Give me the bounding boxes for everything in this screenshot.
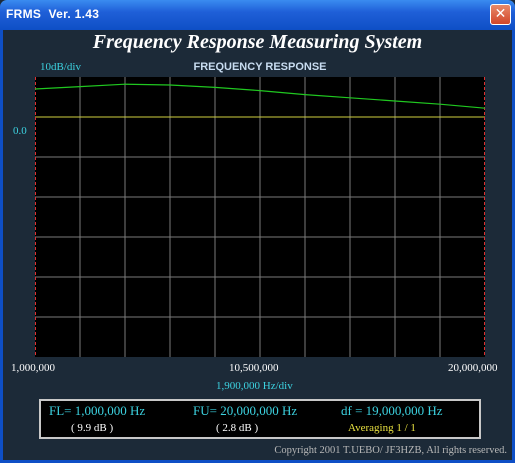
window-frame-right (512, 30, 515, 463)
window-title: FRMS Ver. 1.43 (6, 7, 100, 21)
window-frame-left (0, 30, 3, 463)
measurement-info-panel: FL= 1,000,000 Hz FU= 20,000,000 Hz df = … (39, 399, 481, 439)
upper-frequency: FU= 20,000,000 Hz (193, 403, 298, 418)
zero-db-label: 0.0 (13, 125, 27, 137)
response-plot-svg (35, 77, 485, 357)
response-trace (35, 83, 485, 109)
averaging-status: Averaging 1 / 1 (348, 422, 416, 434)
x-scale-label: 1,900,000 Hz/div (216, 380, 293, 392)
close-button[interactable]: ✕ (490, 4, 511, 25)
x-end-label: 20,000,000 (448, 362, 498, 374)
lower-frequency-level: ( 9.9 dB ) (71, 422, 114, 434)
title-bar[interactable]: FRMS Ver. 1.43 ✕ (0, 0, 515, 30)
window-frame-bottom (0, 460, 515, 463)
close-icon: ✕ (494, 6, 507, 22)
upper-frequency-level: ( 2.8 dB ) (216, 422, 259, 434)
y-scale-label: 10dB/div (40, 61, 81, 73)
frequency-span: df = 19,000,000 Hz (341, 403, 443, 418)
copyright-notice: Copyright 2001 T.UEBO/ JF3HZB, All right… (274, 445, 507, 456)
response-plot (35, 77, 485, 357)
plot-title: FREQUENCY RESPONSE (193, 61, 327, 73)
app-heading: Frequency Response Measuring System (92, 31, 423, 53)
x-start-label: 1,000,000 (11, 362, 55, 374)
x-mid-label: 10,500,000 (229, 362, 279, 374)
lower-frequency: FL= 1,000,000 Hz (49, 403, 146, 418)
